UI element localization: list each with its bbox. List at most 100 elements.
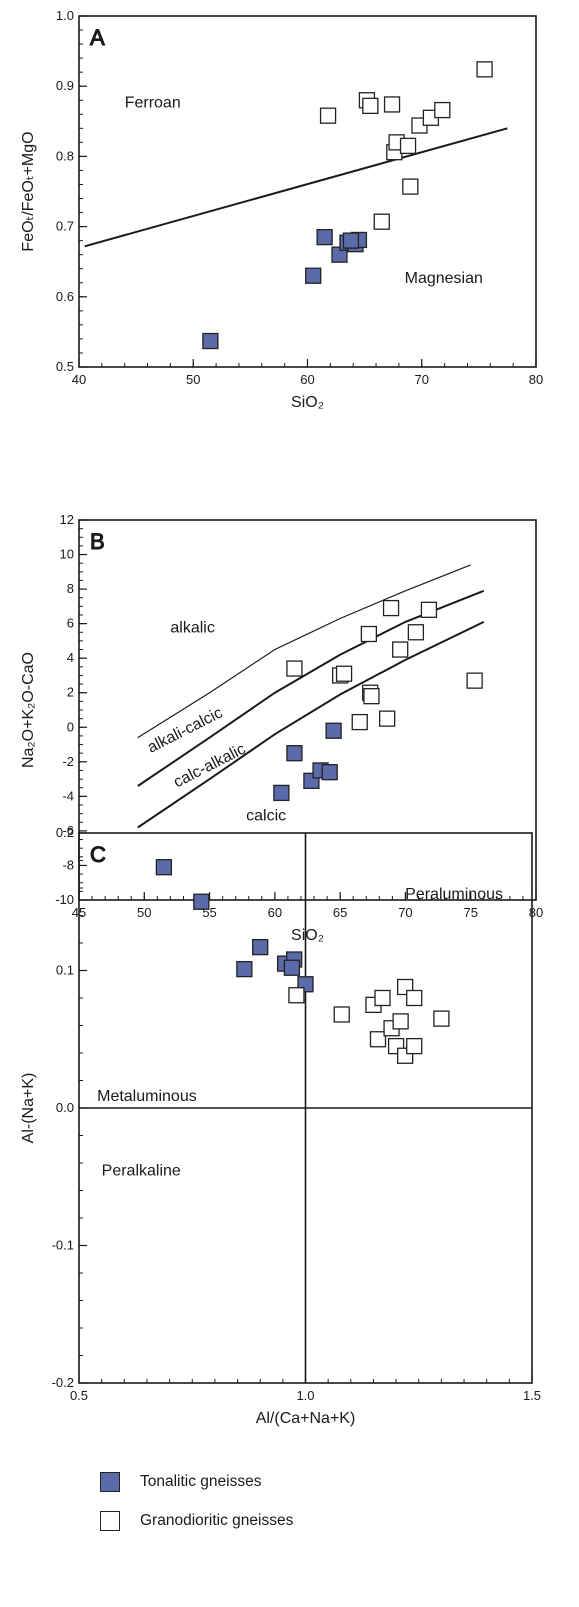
y-tick-label: 0.0 bbox=[56, 1100, 74, 1115]
x-tick-label: 80 bbox=[529, 905, 543, 920]
y-tick-label: -10 bbox=[55, 892, 74, 907]
tonalitic-point bbox=[342, 232, 360, 249]
tonalitic-point bbox=[273, 784, 290, 802]
y-tick-label: 0.2 bbox=[56, 825, 74, 840]
panel-b: 45 50 55 60 65 70 75 80-10-8-6-4-2024681012Balk… bbox=[20, 512, 543, 944]
y-tick-label: 8 bbox=[67, 581, 74, 596]
y-tick-label: 0.1 bbox=[56, 963, 74, 978]
region-label: calcic bbox=[246, 808, 286, 825]
granodioritic-point bbox=[288, 987, 305, 1004]
y-tick-label: -6 bbox=[62, 823, 74, 838]
region-label: Magnesian bbox=[405, 270, 483, 287]
granodioritic-point bbox=[392, 641, 409, 658]
x-tick-label: 60 bbox=[268, 905, 282, 920]
x-tick-label: 0.5 bbox=[70, 1388, 88, 1403]
y-tick-label: 4 bbox=[67, 650, 74, 665]
y-tick-label: 10 bbox=[60, 547, 74, 562]
boundary-line bbox=[137, 564, 471, 739]
granodioritic-point bbox=[369, 1031, 387, 1048]
x-axis-label: SiO₂ bbox=[291, 394, 324, 411]
tonalitic-point bbox=[193, 893, 210, 910]
y-tick-label: -0.2 bbox=[52, 1375, 74, 1390]
region-label: alkali-calcic bbox=[145, 704, 226, 756]
region-label: calc-alkalic bbox=[171, 741, 248, 792]
x-tick-label: 1.0 bbox=[296, 1388, 314, 1403]
granodioritic-point bbox=[363, 688, 380, 705]
granodioritic-point bbox=[406, 989, 423, 1007]
panel-a: 40 50 60 70 80 0.5 0.6 0.7 0.8 0.9 1.0 A Ferroan Magn… bbox=[20, 8, 543, 411]
y-tick-label: 12 bbox=[60, 512, 74, 527]
x-tick-label: 40 bbox=[72, 372, 86, 387]
tonalitic-point bbox=[286, 745, 303, 762]
y-tick-label: 0.8 bbox=[56, 148, 74, 163]
legend: Tonalitic gneisses Granodioritic gneisse… bbox=[100, 1468, 500, 1546]
plot-frame bbox=[78, 519, 537, 901]
x-tick-label: 75 bbox=[463, 905, 477, 920]
y-tick-label: 6 bbox=[67, 616, 74, 631]
granodioritic-point bbox=[351, 713, 368, 731]
y-tick-label: 2 bbox=[67, 685, 74, 700]
tonalitic-point bbox=[202, 332, 219, 350]
granodioritic-point bbox=[407, 624, 425, 641]
x-tick-label: 70 bbox=[398, 905, 412, 920]
panel-c: 0.5 1.0 1.5 -0.2 -0.1 0.0 0.1 0.2 C Peraluminous M… bbox=[20, 825, 541, 1427]
tonalitic-point bbox=[325, 722, 342, 739]
x-tick-label: 70 bbox=[415, 372, 429, 387]
granodioritic-point bbox=[433, 1010, 450, 1027]
granodioritic-point bbox=[333, 1006, 350, 1023]
granodioritic-point bbox=[402, 178, 419, 195]
panel-label: B bbox=[90, 529, 105, 554]
x-tick-label: 65 bbox=[333, 905, 347, 920]
granodioritic-point bbox=[378, 710, 396, 727]
y-tick-label: 0 bbox=[67, 719, 74, 734]
region-label: Ferroan bbox=[125, 94, 181, 111]
x-tick-label: 1.5 bbox=[523, 1388, 541, 1403]
x-tick-label: 50 bbox=[186, 372, 200, 387]
y-tick-label: 0.6 bbox=[56, 289, 74, 304]
granodioritic-point bbox=[382, 599, 400, 617]
legend-label-tonalitic: Tonalitic gneisses bbox=[140, 1473, 262, 1490]
legend-item-granodioritic: Granodioritic gneisses bbox=[100, 1507, 500, 1535]
granodioritic-point bbox=[362, 97, 379, 115]
tonalitic-point bbox=[252, 938, 269, 956]
y-axis-label: Al-(Na+K) bbox=[20, 1073, 37, 1144]
tonalitic-point bbox=[316, 228, 333, 246]
region-label: Peraluminous bbox=[405, 886, 503, 903]
y-tick-label: 0.7 bbox=[56, 219, 74, 234]
legend-item-tonalitic: Tonalitic gneisses bbox=[100, 1468, 500, 1496]
panel-label: C bbox=[90, 842, 106, 867]
boundary-line bbox=[84, 127, 508, 248]
y-tick-label: -8 bbox=[62, 857, 74, 872]
boundary-line bbox=[137, 589, 485, 787]
granodioritic-point bbox=[319, 107, 337, 124]
granodioritic-point bbox=[399, 137, 417, 155]
granodioritic-point bbox=[374, 989, 391, 1007]
x-tick-label: 50 bbox=[137, 905, 151, 920]
x-axis-label: Al/(Ca+Na+K) bbox=[256, 1410, 356, 1427]
granodioritic-point bbox=[406, 1037, 423, 1055]
granodioritic-point bbox=[286, 660, 303, 677]
y-axis-label: FeOₜ/FeOₜ+MgO bbox=[20, 131, 37, 251]
tonalitic-point bbox=[283, 959, 301, 976]
legend-label-granodioritic: Granodioritic gneisses bbox=[140, 1512, 294, 1529]
plot-frame bbox=[78, 15, 537, 368]
granodioritic-point bbox=[420, 601, 438, 618]
tonalitic-point bbox=[155, 859, 173, 876]
y-tick-label: -0.1 bbox=[52, 1238, 74, 1253]
granodioritic-point bbox=[383, 96, 401, 113]
granodioritic-point bbox=[392, 1013, 409, 1030]
y-tick-label: -2 bbox=[62, 754, 74, 769]
x-tick-label: 60 bbox=[300, 372, 314, 387]
granodioritic-swatch bbox=[100, 1511, 120, 1531]
y-tick-label: 0.9 bbox=[56, 78, 74, 93]
y-tick-label: -4 bbox=[62, 788, 74, 803]
granodioritic-point bbox=[373, 213, 390, 230]
panel-label: A bbox=[90, 25, 105, 50]
granodioritic-point bbox=[335, 665, 353, 682]
region-label: Peralkaline bbox=[102, 1162, 181, 1179]
granodioritic-point bbox=[434, 101, 451, 119]
y-tick-label: 1.0 bbox=[56, 8, 74, 23]
granodioritic-point bbox=[466, 672, 483, 689]
y-tick-label: 0.5 bbox=[56, 359, 74, 374]
tonalitic-point bbox=[321, 764, 338, 781]
